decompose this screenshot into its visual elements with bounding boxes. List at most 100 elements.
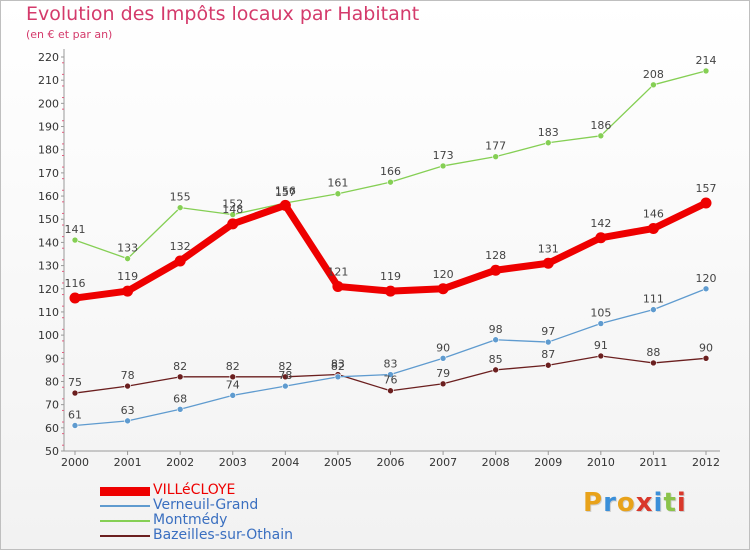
data-point: [700, 197, 712, 209]
data-label: 85: [489, 353, 503, 366]
data-point: [650, 359, 657, 367]
data-point: [387, 371, 394, 378]
data-point: [332, 280, 344, 292]
data-label: 91: [594, 339, 608, 352]
data-point: [282, 373, 289, 381]
y-tick-label: 100: [38, 329, 59, 342]
data-point: [282, 382, 289, 390]
data-point: [439, 380, 447, 388]
data-label: 98: [489, 323, 503, 336]
data-label: 63: [121, 404, 135, 417]
data-label: 68: [173, 392, 187, 405]
data-label: 208: [643, 68, 664, 81]
data-label: 116: [65, 277, 86, 290]
data-point: [334, 373, 342, 381]
data-point: [597, 352, 605, 360]
data-label: 119: [380, 270, 401, 283]
data-point: [387, 178, 394, 186]
legend-swatch: [100, 520, 150, 522]
data-label: 105: [590, 307, 611, 320]
y-tick-label: 110: [38, 306, 59, 319]
x-tick-label: 2003: [219, 456, 247, 469]
data-label: 74: [226, 378, 240, 391]
data-point: [69, 292, 81, 304]
y-tick-label: 130: [38, 260, 59, 273]
data-label: 132: [170, 240, 191, 253]
data-label: 119: [117, 270, 138, 283]
data-label: 155: [170, 191, 191, 204]
data-label: 82: [331, 360, 345, 373]
data-point: [595, 232, 607, 244]
legend-swatch: [100, 535, 150, 537]
data-point: [229, 211, 237, 218]
data-point: [439, 162, 447, 170]
x-tick-label: 2000: [61, 456, 89, 469]
x-tick-label: 2005: [324, 456, 352, 469]
data-point: [490, 264, 502, 276]
data-point: [544, 139, 552, 147]
y-tick-label: 200: [38, 97, 59, 110]
data-point: [71, 389, 79, 397]
data-point: [71, 422, 79, 429]
data-point: [650, 81, 657, 89]
data-point: [492, 366, 499, 374]
data-point: [647, 223, 659, 235]
legend-label: VILLéCLOYE: [153, 482, 236, 498]
data-label: 146: [643, 208, 664, 221]
data-label: 156: [275, 184, 296, 197]
data-point: [650, 306, 657, 313]
data-label: 152: [222, 198, 243, 211]
legend-label: Bazeilles-sur-Othain: [153, 527, 293, 543]
y-tick-label: 160: [38, 190, 59, 203]
data-label: 83: [331, 358, 345, 371]
logo-letter: P: [583, 488, 604, 518]
chart-title: Evolution des Impôts locaux par Habitant: [26, 3, 420, 25]
data-label: 177: [485, 140, 506, 153]
data-point: [542, 257, 554, 269]
data-label: 148: [222, 203, 243, 216]
data-point: [439, 354, 447, 362]
legend-swatch: [100, 487, 150, 496]
y-tick-label: 180: [38, 144, 59, 157]
data-label: 82: [278, 360, 292, 373]
data-label: 78: [121, 369, 135, 382]
data-label: 76: [384, 374, 398, 387]
x-tick-label: 2009: [534, 456, 562, 469]
data-label: 83: [384, 358, 398, 371]
data-point: [492, 336, 499, 344]
data-point: [334, 190, 342, 198]
data-label: 111: [643, 293, 664, 306]
data-point: [124, 417, 131, 425]
y-tick-label: 210: [38, 74, 59, 87]
data-label: 61: [68, 409, 82, 422]
y-tick-label: 60: [45, 422, 59, 435]
data-label: 79: [436, 367, 450, 380]
y-tick-label: 80: [45, 375, 59, 388]
data-label: 142: [590, 217, 611, 230]
data-point: [176, 405, 184, 413]
logo-letter: i: [676, 488, 687, 518]
legend-label: Montmédy: [153, 512, 228, 528]
data-label: 131: [538, 242, 559, 255]
logo-letter: i: [653, 488, 664, 518]
data-label: 157: [696, 182, 717, 195]
data-label: 141: [65, 223, 86, 236]
data-point: [597, 320, 605, 327]
data-label: 161: [327, 177, 348, 190]
data-label: 87: [541, 348, 555, 361]
data-label: 82: [226, 360, 240, 373]
data-point: [176, 373, 184, 381]
data-point: [122, 285, 134, 297]
legend-label: Verneuil-Grand: [153, 497, 259, 513]
data-point: [702, 67, 710, 75]
data-point: [544, 338, 552, 346]
logo-letter: t: [663, 488, 677, 518]
data-label: 82: [173, 360, 187, 373]
data-point: [229, 373, 237, 381]
x-tick-label: 2012: [692, 456, 720, 469]
data-point: [176, 204, 184, 211]
y-tick-label: 140: [38, 236, 59, 249]
data-point: [124, 255, 131, 262]
